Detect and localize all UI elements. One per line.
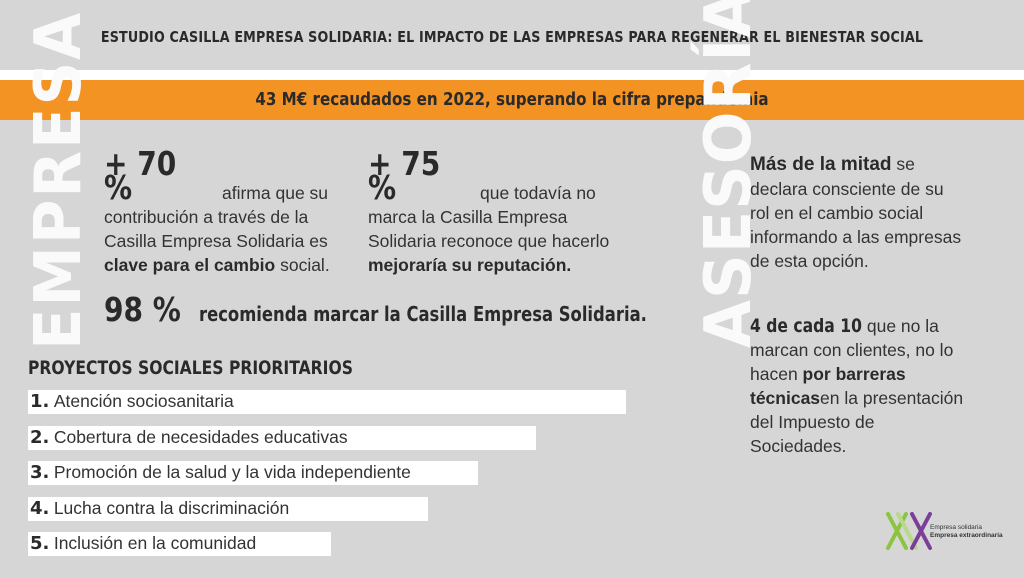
logo-line-2: Empresa extraordinaria (930, 532, 1003, 539)
highlight-banner: 43 M€ recaudados en 2022, superando la c… (0, 80, 1024, 120)
stat-text: recomienda marcar la Casilla Empresa Sol… (199, 302, 647, 326)
empresa-stat-1: + 70 % afirma que su contribución a travé… (104, 144, 359, 277)
stat-text-end: social. (275, 255, 330, 275)
stat-text: afirma que su contribución a través de l… (104, 183, 329, 251)
list-item: 4. Lucha contra la discriminación (28, 497, 428, 521)
brand-logo-icon (886, 512, 932, 550)
stat-value: 98 % (104, 290, 181, 329)
list-item: 2. Cobertura de necesidades educativas (28, 426, 536, 450)
list-item: 3. Promoción de la salud y la vida indep… (28, 461, 478, 485)
page-title: ESTUDIO CASILLA EMPRESA SOLIDARIA: EL IM… (100, 28, 924, 46)
stat-bold-text: 4 de cada 10 (750, 315, 862, 337)
list-item: 1. Atención sociosanitaria (28, 390, 626, 414)
empresa-stat-3: 98 % recomienda marcar la Casilla Empresa… (104, 290, 724, 329)
asesoria-stat-2: 4 de cada 10 que no la marcan con client… (750, 314, 975, 458)
logo-line-1: Empresa solidaria (930, 524, 983, 531)
divider (0, 70, 1024, 80)
empresa-stat-2: + 75 % que todavía no marca la Casilla Em… (368, 144, 633, 277)
stat-bold-text: Más de la mitad (750, 154, 892, 175)
banner-text: 43 M€ recaudados en 2022, superando la c… (255, 89, 769, 110)
proyectos-heading: PROYECTOS SOCIALES PRIORITARIOS (28, 357, 353, 379)
stat-text: que todavía no marca la Casilla Empresa … (368, 183, 610, 251)
stat-text-end: en la presentación del Impuesto de Socie… (750, 388, 964, 456)
header-bar (0, 0, 1024, 70)
empresa-vertical-label: EMPRESA (22, 10, 96, 350)
logo-text: Empresa solidaria Empresa extraordinaria (930, 524, 1003, 540)
stat-text: se declara consciente de su rol en el ca… (750, 154, 962, 271)
stat-bold-text-2: por barreras técnicas (750, 364, 906, 408)
stat-value: + 75 % (368, 144, 441, 207)
stat-bold-text: clave para el cambio (104, 255, 276, 275)
stat-text: que no la marcan con clientes, no lo hac… (750, 316, 954, 384)
list-item: 5. Inclusión en la comunidad (28, 532, 331, 556)
stat-bold-text: mejoraría su reputación. (368, 255, 572, 275)
stat-value: + 70 % (104, 144, 177, 207)
asesoria-stat-1: Más de la mitad se declara consciente de… (750, 152, 965, 273)
